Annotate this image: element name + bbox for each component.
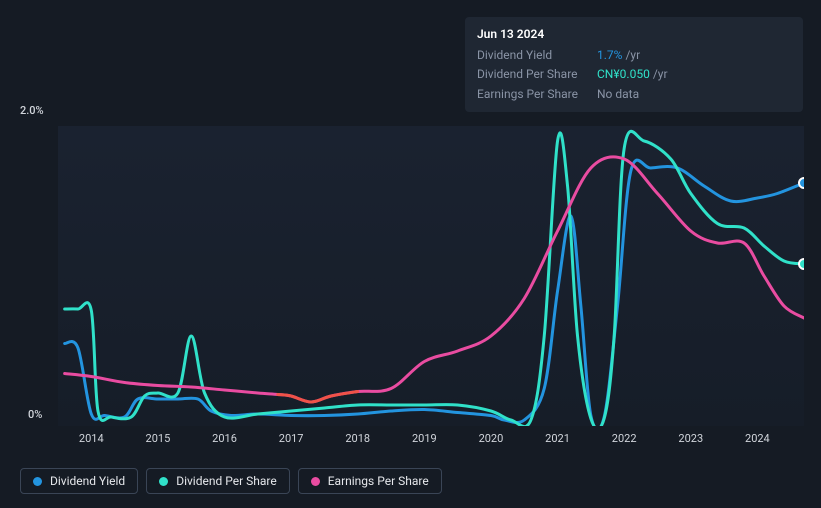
legend-item[interactable]: Earnings Per Share bbox=[298, 468, 442, 494]
x-axis: 2014 2015 2016 2017 2018 2019 2020 2021 2022 2023… bbox=[58, 432, 804, 448]
legend-dot-icon bbox=[311, 477, 320, 486]
chart-tooltip: Jun 13 2024 Dividend Yield1.7%/yrDividen… bbox=[465, 17, 803, 112]
series-line bbox=[65, 131, 804, 426]
legend-item[interactable]: Dividend Per Share bbox=[146, 468, 290, 494]
series-end-marker bbox=[799, 178, 804, 188]
legend-label: Dividend Yield bbox=[50, 474, 125, 488]
x-axis-label: 2017 bbox=[279, 432, 304, 445]
x-axis-label: 2019 bbox=[412, 432, 437, 445]
series-end-marker bbox=[799, 259, 804, 269]
x-axis-label: 2021 bbox=[545, 432, 570, 445]
dividend-chart: 2.0% 0% Past 201420152016201720182019202… bbox=[20, 108, 804, 448]
legend-label: Earnings Per Share bbox=[328, 474, 429, 488]
series-line bbox=[278, 392, 358, 403]
tooltip-row: Dividend Yield1.7%/yr bbox=[477, 46, 791, 65]
tooltip-row-value: No data bbox=[597, 85, 639, 104]
legend-label: Dividend Per Share bbox=[176, 474, 277, 488]
tooltip-row: Dividend Per ShareCN¥0.050/yr bbox=[477, 65, 791, 84]
tooltip-row-label: Dividend Per Share bbox=[477, 65, 597, 84]
plot-area[interactable] bbox=[58, 126, 804, 426]
y-axis-top-label: 2.0% bbox=[20, 104, 44, 117]
tooltip-row: Earnings Per ShareNo data bbox=[477, 85, 791, 104]
x-axis-label: 2016 bbox=[212, 432, 237, 445]
legend-dot-icon bbox=[33, 477, 42, 486]
tooltip-row-unit: /yr bbox=[625, 46, 640, 65]
y-axis-bottom-label: 0% bbox=[28, 408, 42, 421]
x-axis-label: 2018 bbox=[345, 432, 370, 445]
tooltip-date: Jun 13 2024 bbox=[477, 25, 791, 44]
tooltip-row-label: Earnings Per Share bbox=[477, 85, 597, 104]
series-line bbox=[65, 157, 804, 402]
x-axis-label: 2014 bbox=[79, 432, 104, 445]
tooltip-row-value: CN¥0.050 bbox=[597, 65, 650, 84]
x-axis-label: 2023 bbox=[678, 432, 703, 445]
tooltip-row-value: 1.7% bbox=[597, 46, 622, 65]
tooltip-row-label: Dividend Yield bbox=[477, 46, 597, 65]
legend: Dividend Yield Dividend Per Share Earnings… bbox=[20, 468, 442, 494]
legend-dot-icon bbox=[159, 477, 168, 486]
x-axis-label: 2024 bbox=[745, 432, 770, 445]
x-axis-label: 2022 bbox=[612, 432, 637, 445]
x-axis-label: 2015 bbox=[146, 432, 171, 445]
x-axis-label: 2020 bbox=[479, 432, 504, 445]
tooltip-row-unit: /yr bbox=[653, 65, 668, 84]
legend-item[interactable]: Dividend Yield bbox=[20, 468, 138, 494]
